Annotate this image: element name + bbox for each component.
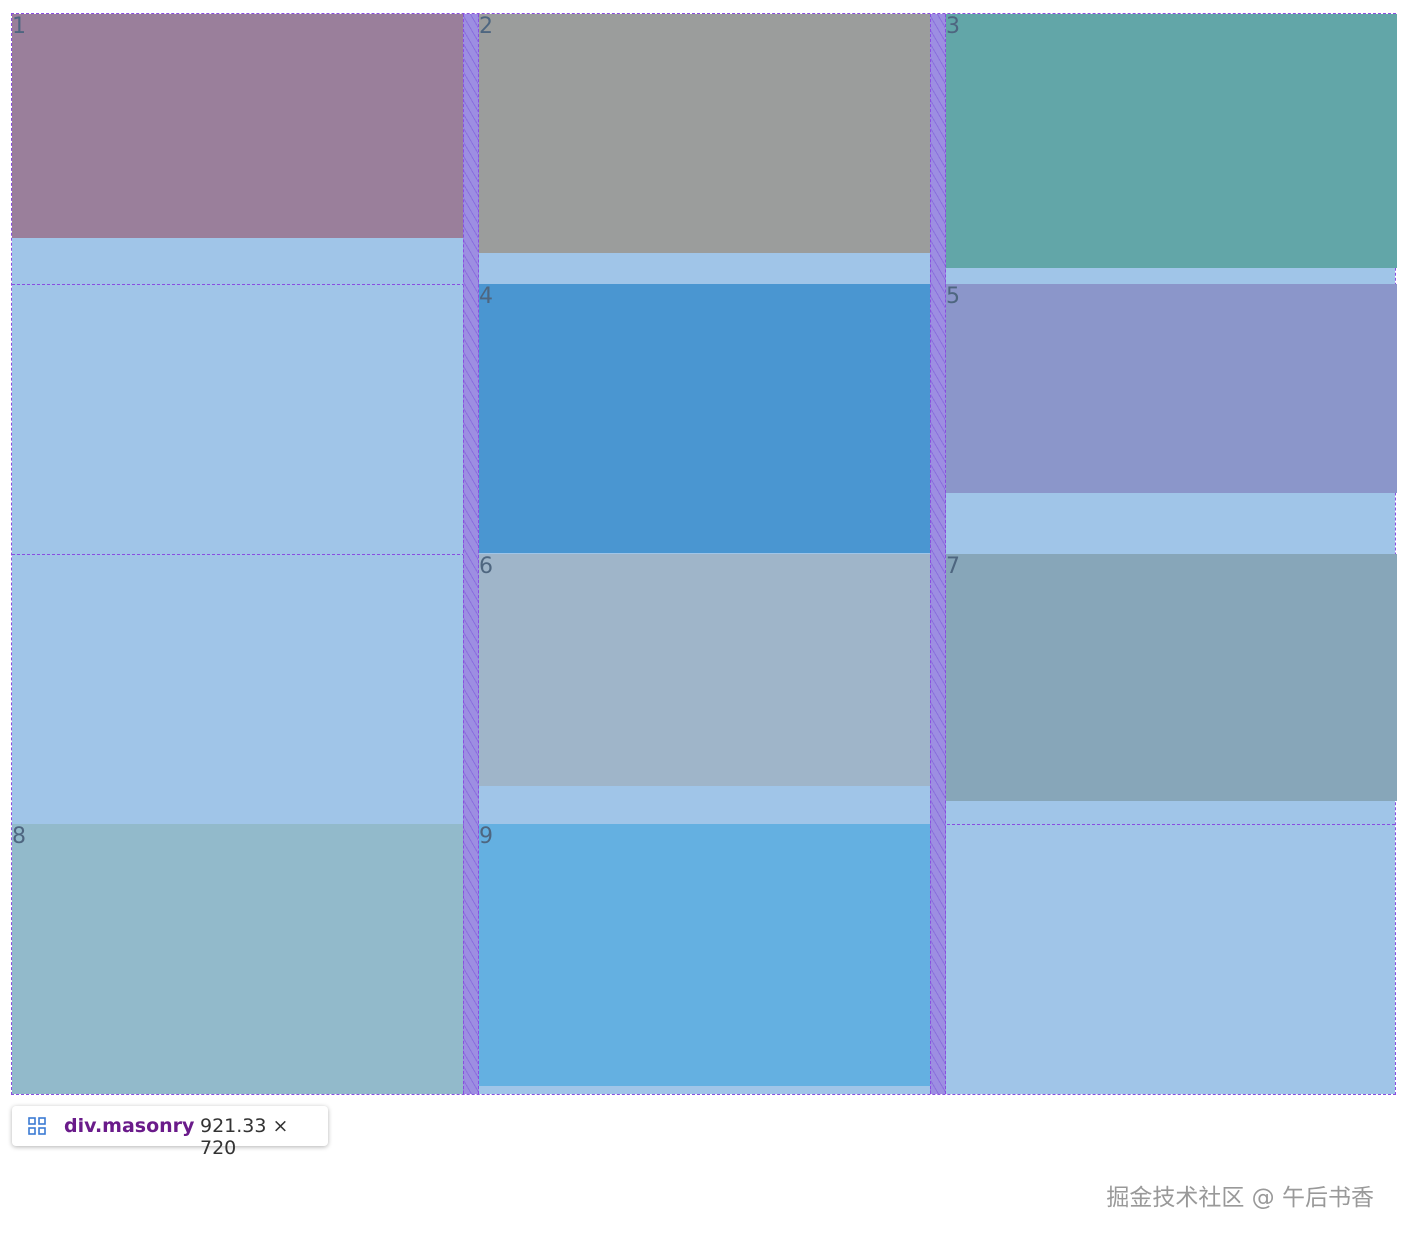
selector: div.masonry [64,1115,195,1137]
masonry-item: 5 [946,284,1397,493]
masonry-item: 4 [479,284,930,553]
size: 921.33 × 720 [200,1115,289,1159]
masonry-item: 1 [12,14,463,238]
item-label: 6 [479,554,493,579]
masonry-item: 2 [479,14,930,253]
masonry-item: 9 [479,824,930,1086]
masonry-item: 8 [12,824,463,1094]
watermark: 掘金技术社区 @ 午后书香 [1106,1185,1374,1211]
devtools-tooltip: div.masonry 921.33 × 720 [12,1106,328,1159]
item-label: 4 [479,284,493,309]
item-label: 2 [479,14,493,39]
masonry-item: 7 [946,554,1397,801]
grid-gap [463,14,479,1094]
masonry-grid: 1 2 3 4 5 6 7 8 9 [11,13,1397,1095]
item-label: 7 [946,554,960,579]
masonry-item: 3 [946,14,1397,268]
item-label: 3 [946,14,960,39]
item-label: 1 [12,14,26,39]
masonry-item: 6 [479,554,930,786]
grid-icon [28,1117,46,1135]
item-label: 9 [479,824,493,849]
item-label: 5 [946,284,960,309]
item-label: 8 [12,824,26,849]
grid-gap [930,14,946,1094]
